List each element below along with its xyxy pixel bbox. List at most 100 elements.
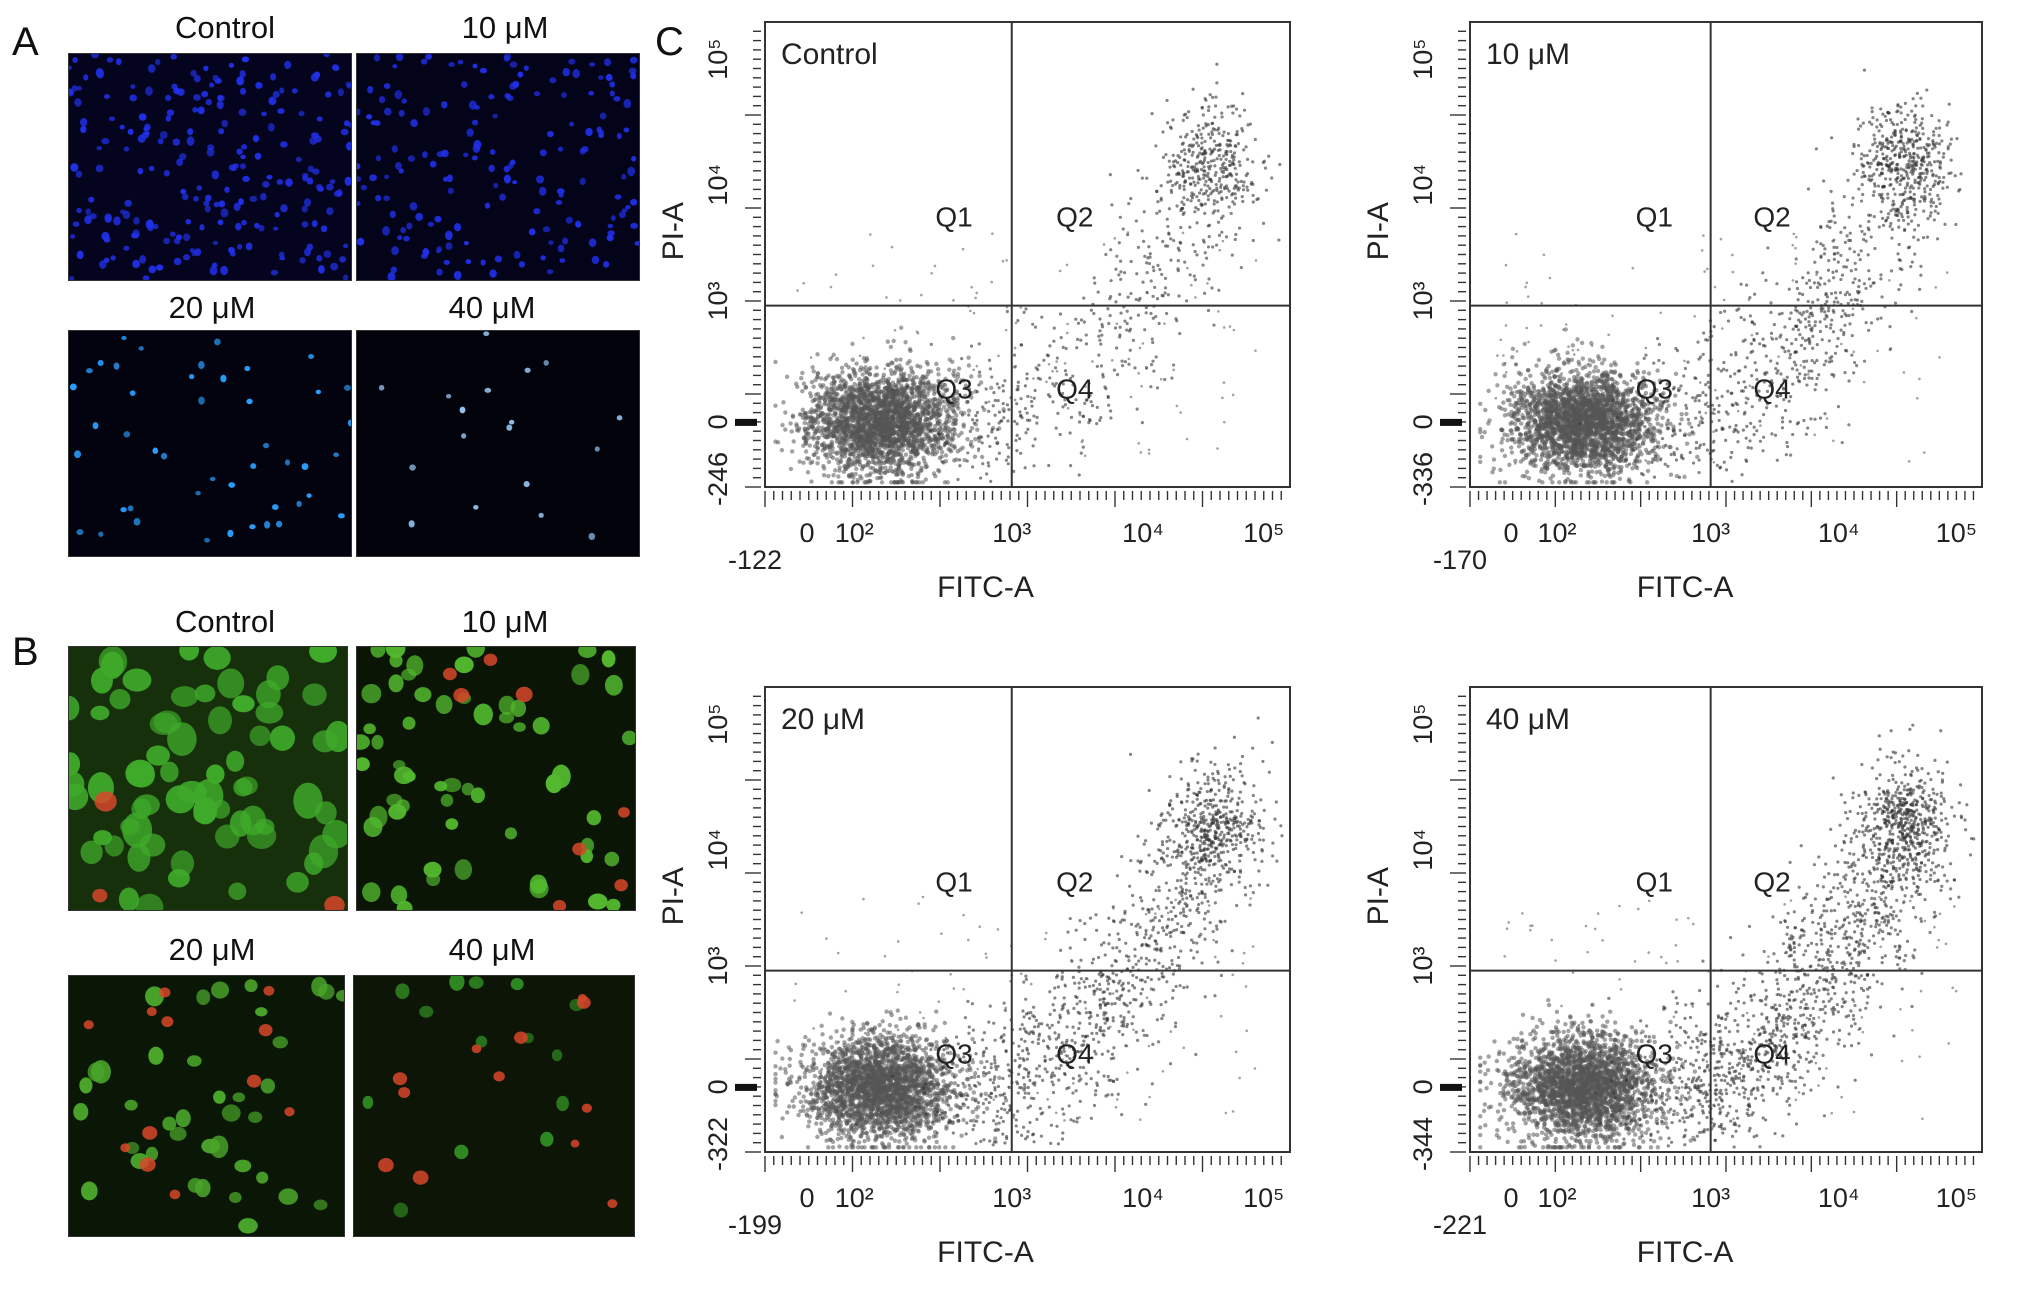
cell-nucleus bbox=[113, 362, 120, 370]
cell-nucleus bbox=[378, 384, 385, 391]
cell-nucleus bbox=[604, 851, 620, 867]
cell-nucleus bbox=[128, 763, 155, 788]
cell-nucleus bbox=[118, 887, 140, 910]
cell-nucleus bbox=[342, 274, 349, 280]
cell-nucleus bbox=[252, 135, 260, 143]
cell-nucleus bbox=[557, 146, 564, 152]
cell-nucleus bbox=[634, 240, 639, 246]
cell-nucleus bbox=[568, 58, 576, 65]
cell-nucleus bbox=[331, 64, 339, 71]
quadrant-label-q3: Q3 bbox=[935, 374, 972, 405]
cell-nucleus bbox=[436, 268, 443, 276]
cell-nucleus bbox=[389, 210, 396, 219]
cell-nucleus bbox=[69, 383, 77, 391]
cell-nucleus bbox=[182, 254, 191, 261]
x-min-label: -170 bbox=[1433, 545, 1487, 575]
cell-nucleus bbox=[257, 82, 263, 89]
cell-nucleus bbox=[197, 106, 205, 115]
cell-nucleus bbox=[454, 656, 474, 674]
cell-nucleus bbox=[187, 1178, 204, 1193]
cell-nucleus bbox=[436, 246, 443, 252]
plot-title: 10 μM bbox=[1486, 38, 1570, 71]
cell-nucleus bbox=[446, 174, 453, 183]
cell-nucleus bbox=[95, 164, 104, 173]
cell-nucleus bbox=[176, 158, 184, 166]
cell-nucleus bbox=[269, 725, 296, 751]
cell-nucleus bbox=[562, 68, 571, 77]
cell-nucleus bbox=[494, 255, 503, 263]
cell-nucleus bbox=[249, 195, 258, 202]
cell-nucleus bbox=[209, 476, 216, 482]
y-axis-title: PI-A bbox=[657, 202, 690, 260]
y-tick-label: 10⁴ bbox=[703, 829, 733, 871]
cell-nucleus bbox=[329, 179, 336, 184]
cell-nucleus bbox=[90, 705, 110, 721]
cell-nucleus bbox=[378, 96, 386, 104]
cell-nucleus bbox=[606, 898, 621, 910]
apoptotic-cell bbox=[493, 1071, 505, 1082]
cell-nucleus bbox=[165, 94, 172, 101]
cell-nucleus bbox=[268, 96, 277, 106]
cell-nucleus bbox=[188, 373, 195, 380]
cell-nucleus bbox=[543, 359, 549, 366]
cell-nucleus bbox=[382, 226, 390, 236]
apoptotic-cell bbox=[614, 879, 628, 892]
cell-nucleus bbox=[469, 100, 477, 110]
cell-nucleus bbox=[70, 234, 76, 239]
cell-nucleus bbox=[169, 1126, 187, 1141]
cell-nucleus bbox=[236, 148, 243, 155]
cell-nucleus bbox=[180, 188, 187, 195]
apoptotic-cell bbox=[572, 842, 587, 856]
cell-nucleus bbox=[120, 506, 127, 513]
cell-nucleus bbox=[539, 149, 547, 157]
quadrant-label-q4: Q4 bbox=[1753, 1039, 1790, 1070]
cell-nucleus bbox=[613, 96, 621, 102]
cell-nucleus bbox=[272, 90, 280, 98]
cell-nucleus bbox=[127, 843, 151, 872]
cell-nucleus bbox=[249, 524, 256, 530]
cell-nucleus bbox=[127, 505, 134, 512]
cell-nucleus bbox=[629, 56, 638, 64]
cell-nucleus bbox=[211, 170, 219, 180]
cell-nucleus bbox=[599, 112, 607, 120]
cell-nucleus bbox=[92, 422, 99, 430]
cell-nucleus bbox=[139, 255, 147, 264]
cell-nucleus bbox=[473, 504, 479, 510]
cell-nucleus bbox=[160, 761, 179, 783]
cell-nucleus bbox=[308, 834, 339, 869]
cell-nucleus bbox=[480, 259, 486, 266]
cell-nucleus bbox=[260, 192, 267, 201]
cell-nucleus bbox=[492, 113, 498, 119]
cell-nucleus bbox=[240, 219, 247, 226]
cell-nucleus bbox=[196, 989, 211, 1006]
cell-nucleus bbox=[414, 687, 432, 703]
cell-nucleus bbox=[80, 118, 88, 127]
x-tick-label: 10⁵ bbox=[1243, 1183, 1284, 1213]
cell-nucleus bbox=[119, 124, 125, 130]
y-min-label: -344 bbox=[1408, 1117, 1438, 1171]
cell-nucleus bbox=[630, 198, 638, 206]
x-tick-label: 0 bbox=[799, 1183, 814, 1213]
cell-nucleus bbox=[441, 101, 448, 109]
cell-nucleus bbox=[461, 782, 475, 796]
cell-nucleus bbox=[148, 265, 157, 274]
cell-nucleus bbox=[284, 459, 291, 466]
cell-nucleus bbox=[169, 231, 176, 237]
cell-nucleus bbox=[163, 237, 171, 245]
quadrant-label-q4: Q4 bbox=[1056, 1039, 1093, 1070]
y-tick-label: 10³ bbox=[703, 946, 733, 985]
cell-nucleus bbox=[231, 166, 237, 172]
cell-nucleus bbox=[221, 119, 229, 128]
cell-nucleus bbox=[422, 248, 430, 257]
cell-nucleus bbox=[103, 236, 111, 243]
cell-nucleus bbox=[187, 128, 194, 136]
cell-nucleus bbox=[333, 452, 339, 458]
cell-nucleus bbox=[220, 374, 227, 383]
apoptotic-cell bbox=[263, 985, 275, 996]
cell-nucleus bbox=[483, 331, 490, 337]
cell-nucleus bbox=[373, 54, 381, 62]
cell-nucleus bbox=[145, 1146, 159, 1161]
y-tick-label: 10⁵ bbox=[1408, 704, 1438, 745]
apoptotic-cell bbox=[576, 996, 591, 1009]
cell-nucleus bbox=[250, 463, 257, 470]
